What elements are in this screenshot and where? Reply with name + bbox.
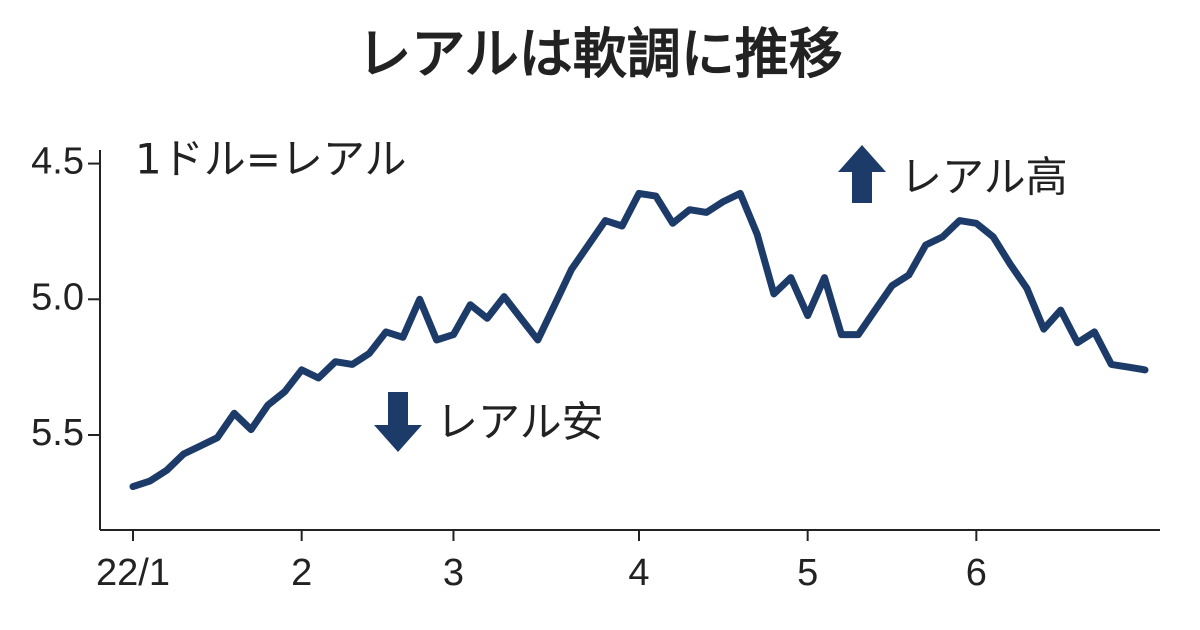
x-tick-label: 6 xyxy=(966,552,987,594)
y-tick-label: 5.5 xyxy=(31,412,84,454)
line-series xyxy=(129,189,1149,491)
x-tick-label: 2 xyxy=(291,552,312,594)
x-tick-label: 3 xyxy=(443,552,464,594)
y-tick-label: 5.0 xyxy=(31,276,84,318)
annotation: レアル安 xyxy=(436,398,604,447)
up-arrow xyxy=(838,145,886,203)
x-tick-label: 5 xyxy=(797,552,818,594)
chart-title: レアルは軟調に推移 xyxy=(357,23,842,86)
y-tick-label: 4.5 xyxy=(31,141,84,183)
unit-label: 1ドル=レアル xyxy=(135,135,407,184)
down-arrow xyxy=(374,392,422,452)
x-tick-label: 22/1 xyxy=(96,552,170,594)
annotation: レアル高 xyxy=(900,153,1068,202)
x-tick-label: 4 xyxy=(628,552,649,594)
